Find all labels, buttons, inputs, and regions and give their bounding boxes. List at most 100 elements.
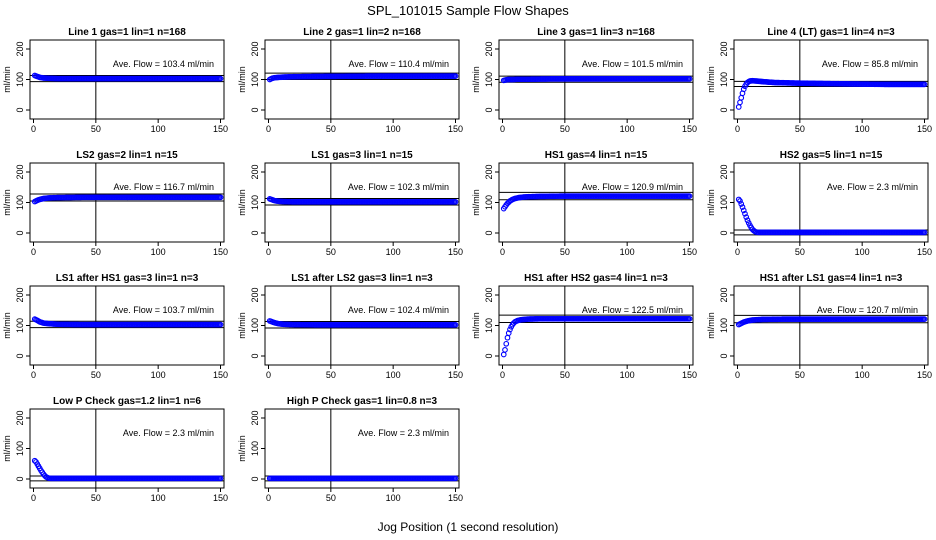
y-tick-label: 0 [719,107,729,112]
data-point [217,75,224,82]
x-tick-label: 50 [91,493,101,503]
y-tick-label: 200 [484,287,494,302]
x-tick-label: 0 [31,247,36,257]
y-tick-label: 0 [719,353,729,358]
panel-title: LS1 after HS1 gas=3 lin=1 n=3 [56,273,199,284]
panel-5: LS2 gas=2 lin=1 n=15 0 50 100 150 0 100 200ml/m… [2,150,228,257]
data-point [921,229,928,236]
ave-flow-annotation: Ave. Flow = 102.4 ml/min [348,305,449,315]
x-tick-label: 100 [620,124,635,134]
panel-title: LS1 gas=3 lin=1 n=15 [311,150,413,161]
panel-14: High P Check gas=1 lin=0.8 n=3 0 50 100 150 0… [237,396,463,503]
panel-13: Low P Check gas=1.2 lin=1 n=6 0 50 100 150 0 1… [2,396,228,503]
y-tick-label: 200 [250,41,260,56]
y-axis-label: ml/min [706,312,716,339]
x-tick-label: 0 [266,370,271,380]
data-point [217,475,224,482]
y-tick-label: 100 [484,318,494,333]
ave-flow-annotation: Ave. Flow = 110.4 ml/min [349,59,449,69]
x-tick-label: 100 [151,370,166,380]
panel-8: HS2 gas=5 lin=1 n=15 0 50 100 150 0 100 200ml/m… [706,150,932,257]
panel-3: Line 3 gas=1 lin=3 n=168 0 50 100 150 0 100 200… [471,27,697,134]
x-tick-label: 0 [31,370,36,380]
data-point [505,330,512,336]
x-tick-label: 0 [500,247,505,257]
x-tick-label: 50 [326,124,336,134]
x-tick-label: 150 [448,247,463,257]
y-tick-label: 0 [250,476,260,481]
data-point [452,322,459,328]
panel-title: Line 1 gas=1 lin=1 n=168 [68,27,186,38]
y-axis-label: ml/min [237,312,247,339]
x-tick-label: 50 [795,247,805,257]
ave-flow-annotation: Ave. Flow = 101.5 ml/min [582,59,683,69]
panel-title: High P Check gas=1 lin=0.8 n=3 [287,396,438,407]
y-axis-label: ml/min [237,435,247,462]
y-tick-label: 0 [15,353,25,358]
y-tick-label: 0 [15,230,25,235]
data-point [452,475,459,482]
y-axis-label: ml/min [706,66,716,93]
data-point [452,73,459,79]
y-tick-label: 100 [15,72,25,87]
x-tick-label: 50 [560,247,570,257]
y-tick-label: 200 [250,410,260,425]
x-tick-label: 50 [91,247,101,257]
y-tick-label: 0 [15,107,25,112]
x-tick-label: 100 [151,493,166,503]
x-tick-label: 50 [326,370,336,380]
data-point [503,340,510,347]
y-tick-label: 100 [15,195,25,210]
y-tick-label: 100 [15,318,25,333]
x-tick-label: 150 [682,247,697,257]
y-tick-label: 0 [250,353,260,358]
y-tick-label: 200 [15,287,25,302]
x-tick-label: 100 [151,247,166,257]
panel-4: Line 4 (LT) gas=1 lin=4 n=3 0 50 100 150 0 100… [706,27,932,134]
data-point [686,315,693,322]
data-point [743,214,750,220]
x-tick-label: 100 [855,370,870,380]
panel-title: HS1 after HS2 gas=4 lin=1 n=3 [524,273,668,284]
x-tick-label: 50 [326,247,336,257]
x-tick-label: 150 [917,370,932,380]
panel-title: Line 4 (LT) gas=1 lin=4 n=3 [767,27,895,38]
data-point [502,347,508,353]
y-tick-label: 0 [484,107,494,112]
data-point [738,201,745,207]
x-tick-label: 0 [31,124,36,134]
y-axis-label: ml/min [471,189,481,216]
y-tick-label: 0 [484,353,494,358]
plot-frame [29,162,225,243]
y-tick-label: 200 [15,164,25,179]
figure-xlabel: Jog Position (1 second resolution) [378,520,559,534]
x-tick-label: 150 [448,493,463,503]
x-tick-label: 100 [386,247,401,257]
panel-9: LS1 after HS1 gas=3 lin=1 n=3 0 50 100 150 0 1… [2,273,228,380]
panel-title: HS1 after LS1 gas=4 lin=1 n=3 [760,273,903,284]
panel-7: HS1 gas=4 lin=1 n=15 0 50 100 150 0 100 200ml/m… [471,150,697,257]
data-point [738,94,745,101]
y-axis-label: ml/min [706,189,716,216]
ave-flow-annotation: Ave. Flow = 120.9 ml/min [582,182,683,192]
y-tick-label: 200 [719,287,729,302]
panel-title: HS1 gas=4 lin=1 n=15 [545,150,648,161]
y-tick-label: 100 [250,441,260,456]
data-point [504,334,511,341]
panel-title: Line 3 gas=1 lin=3 n=168 [537,27,655,38]
y-axis-label: ml/min [2,435,12,462]
y-tick-label: 100 [250,318,260,333]
panel-title: LS2 gas=2 lin=1 n=15 [76,150,178,161]
x-tick-label: 0 [266,247,271,257]
x-tick-label: 50 [326,493,336,503]
y-tick-label: 0 [250,107,260,112]
data-point [737,198,743,204]
x-tick-label: 50 [560,370,570,380]
ave-flow-annotation: Ave. Flow = 102.3 ml/min [348,182,449,192]
data-point [686,76,693,82]
x-tick-label: 100 [386,493,401,503]
ave-flow-annotation: Ave. Flow = 103.7 ml/min [113,305,214,315]
y-axis-label: ml/min [237,66,247,93]
x-tick-label: 50 [91,370,101,380]
